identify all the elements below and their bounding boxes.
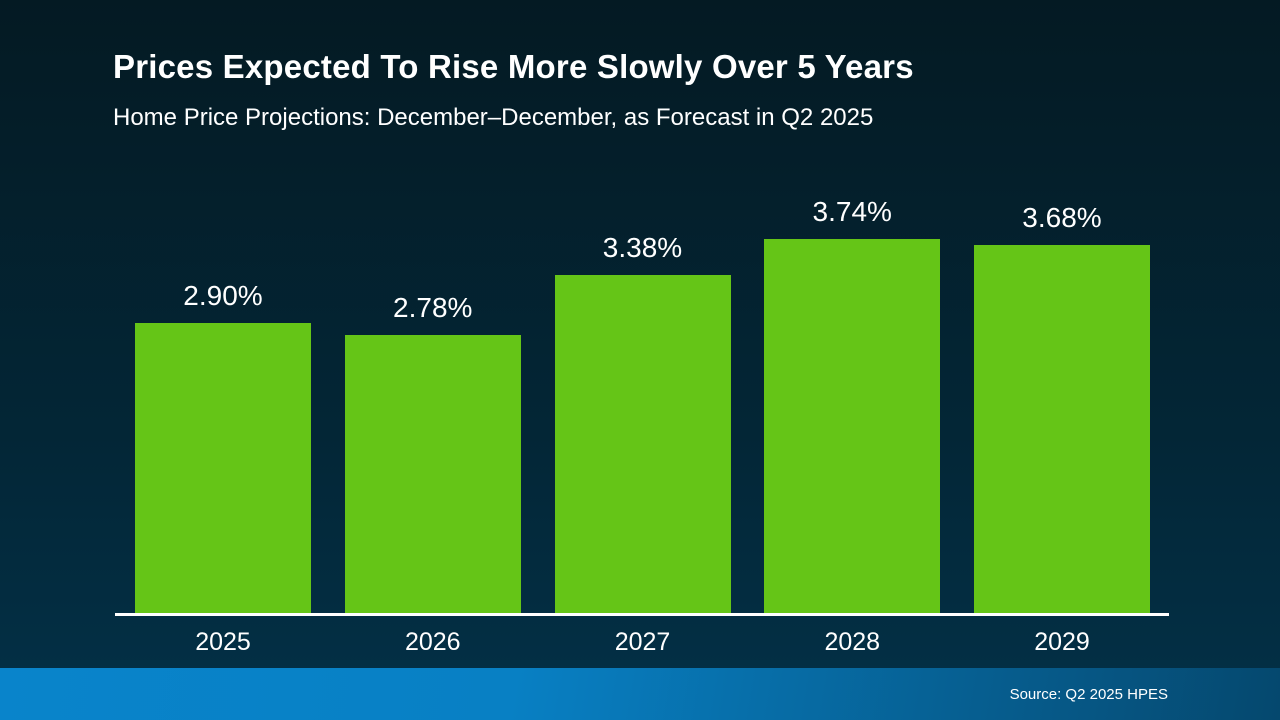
bar-group: 2.90% [135,280,311,613]
chart-title: Prices Expected To Rise More Slowly Over… [113,48,914,85]
bar-group: 3.38% [554,232,731,613]
bar-value-label: 2.90% [183,280,263,311]
bar [764,239,941,613]
bars-row: 2.90% 2.78% 3.38% 3.74% 3.68% [116,173,1169,613]
bar [344,335,521,613]
x-axis-line [115,613,1169,616]
bar-group: 3.68% [974,202,1150,613]
chart-subtitle: Home Price Projections: December–Decembe… [113,104,874,131]
bar-group: 3.74% [764,196,941,613]
source-text: Source: Q2 2025 HPES [1009,685,1168,703]
x-axis-label: 2026 [404,628,461,656]
bar-value-label: 3.38% [602,232,683,263]
bar [554,275,731,613]
bar-value-label: 2.78% [393,292,473,323]
bar-value-label: 3.74% [812,196,892,227]
x-axis-label: 2025 [195,628,251,656]
bar-group: 2.78% [344,292,521,613]
x-axis-label: 2028 [824,628,881,656]
x-axis-labels-row: 2025 2026 2027 2028 2029 [116,628,1169,657]
bar-value-label: 3.68% [1022,202,1102,233]
x-axis-label: 2029 [1034,628,1090,656]
footer-bar: Source: Q2 2025 HPES [0,668,1280,720]
x-axis-label: 2027 [614,628,671,656]
bar [974,245,1150,613]
bar [135,323,311,613]
